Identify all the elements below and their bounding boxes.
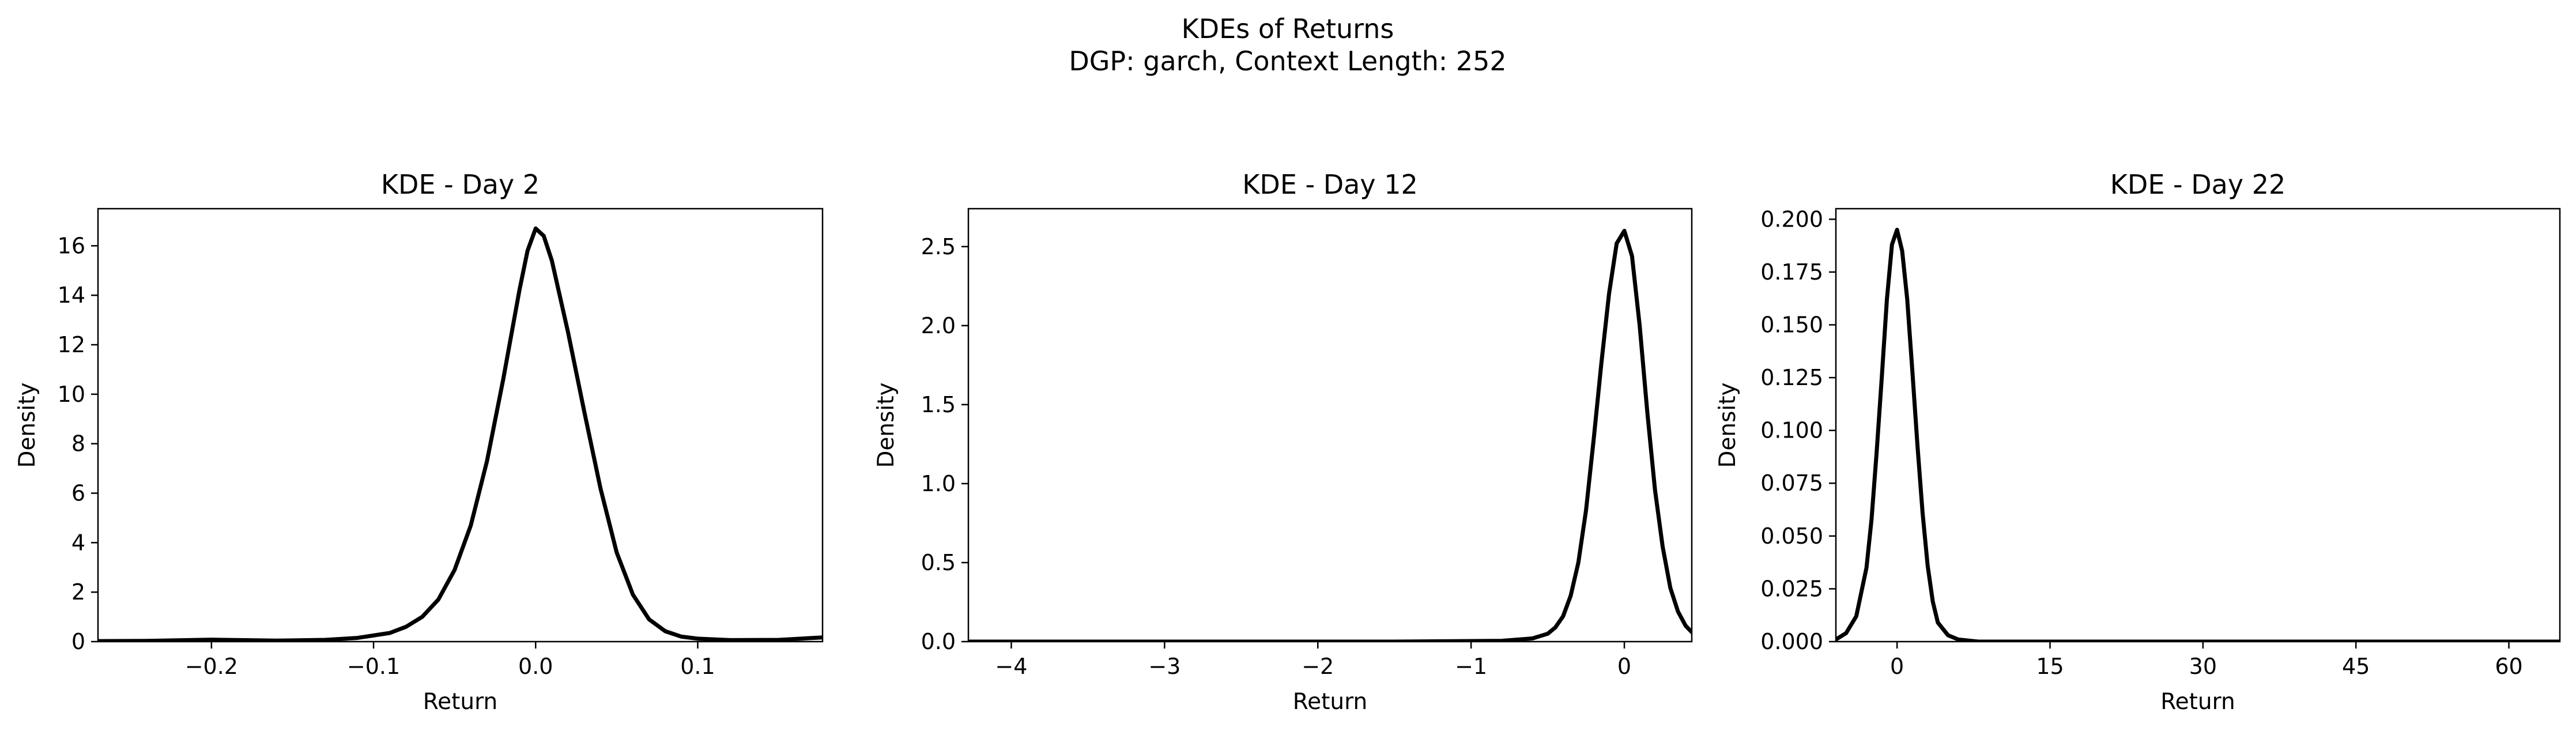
- y-axis-label: Density: [1715, 382, 1741, 468]
- panel-title: KDE - Day 2: [381, 169, 540, 200]
- y-tick-label: 0.5: [921, 550, 956, 575]
- y-tick-label: 1.0: [921, 471, 956, 496]
- y-axis-label: Density: [14, 382, 40, 468]
- y-tick-label: 2.5: [921, 234, 956, 259]
- y-tick-label: 2: [71, 579, 85, 605]
- y-tick-label: 10: [58, 382, 85, 407]
- x-tick-label: −0.1: [347, 654, 400, 679]
- x-tick-label: 30: [2189, 654, 2217, 679]
- y-tick-label: 0.175: [1760, 259, 1823, 285]
- y-tick-label: 0.100: [1760, 418, 1823, 443]
- panel-title: KDE - Day 12: [1242, 169, 1417, 200]
- axes-frame: [1835, 208, 2561, 643]
- kde-density-line: [1836, 228, 2560, 642]
- y-tick-label: 12: [58, 332, 85, 357]
- x-tick-label: −2: [1302, 654, 1334, 679]
- y-tick-label: 0.125: [1760, 365, 1823, 390]
- y-tick-label: 4: [71, 530, 85, 555]
- x-tick-label: 0: [1890, 654, 1904, 679]
- y-axis-label: Density: [873, 382, 899, 468]
- x-axis-label: Return: [1293, 689, 1367, 715]
- x-tick-label: 45: [2342, 654, 2370, 679]
- x-tick-label: −0.2: [185, 654, 238, 679]
- kde-panel-day-12: KDE - Day 12 −4 −3 −2 −1 0 0.0 0.5 1.0 1.5 2.0 2.5 R…: [873, 169, 1693, 715]
- x-tick-label: 60: [2495, 654, 2522, 679]
- y-tick-label: 1.5: [921, 392, 956, 417]
- y-tick-label: 0.050: [1760, 523, 1823, 549]
- x-tick-label: 0.0: [518, 654, 553, 679]
- y-tick-label: 0.200: [1760, 206, 1823, 232]
- y-tick-label: 0.0: [921, 629, 956, 654]
- x-tick-label: −1: [1455, 654, 1487, 679]
- panel-title: KDE - Day 22: [2110, 169, 2285, 200]
- axes-frame: [97, 208, 824, 643]
- y-tick-label: 16: [58, 233, 85, 258]
- kde-panel-day-2: KDE - Day 2 −0.2 −0.1 0.0 0.1 0 2 4 6 8 10 12 14 16 Re…: [14, 169, 824, 715]
- y-tick-label: 2.0: [921, 313, 956, 338]
- y-tick-label: 8: [71, 431, 85, 457]
- y-tick-label: 0.025: [1760, 576, 1823, 601]
- x-axis-label: Return: [423, 689, 497, 715]
- y-tick-label: 0.150: [1760, 312, 1823, 337]
- figure-title-line2: DGP: garch, Context Length: 252: [1069, 46, 1506, 77]
- y-tick-label: 0.000: [1760, 629, 1823, 654]
- x-tick-label: −4: [995, 654, 1027, 679]
- x-tick-label: 15: [2036, 654, 2064, 679]
- x-tick-label: −3: [1148, 654, 1180, 679]
- y-tick-label: 0: [71, 629, 85, 654]
- y-tick-label: 6: [71, 481, 85, 506]
- figure-title-line1: KDEs of Returns: [1182, 13, 1394, 44]
- x-tick-label: 0: [1617, 654, 1631, 679]
- x-axis-label: Return: [2160, 689, 2235, 715]
- axes-frame: [967, 208, 1693, 643]
- y-tick-label: 0.075: [1760, 470, 1823, 496]
- y-tick-label: 14: [58, 282, 85, 308]
- kde-density-line: [968, 228, 1692, 642]
- kde-panel-day-22: KDE - Day 22 0 15 30 45 60 0.000 0.025 0.050 0.07…: [1715, 169, 2561, 715]
- kde-density-line: [98, 226, 823, 642]
- x-tick-label: 0.1: [680, 654, 715, 679]
